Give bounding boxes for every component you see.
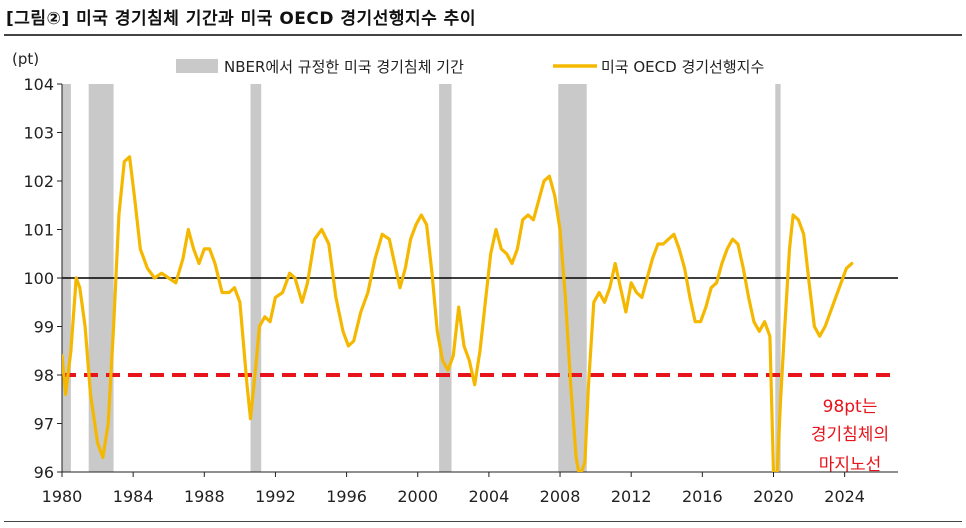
y-tick-label-98: 98 <box>34 366 54 385</box>
y-tick-label-97: 97 <box>34 415 54 434</box>
annotation-line-3: 마지노선 <box>819 455 882 475</box>
legend-series-label: 미국 OECD 경기선행지수 <box>601 58 764 76</box>
y-tick-label-104: 104 <box>23 75 54 94</box>
x-tick-label-2000: 2000 <box>397 487 438 506</box>
annotation-line-2: 경기침체의 <box>811 425 889 445</box>
x-tick-label-2016: 2016 <box>682 487 723 506</box>
x-tick-label-2020: 2020 <box>753 487 794 506</box>
chart-title: [그림②] 미국 경기침체 기간과 미국 OECD 경기선행지수 추이 <box>6 9 476 29</box>
y-tick-label-100: 100 <box>23 269 54 288</box>
x-tick-label-1980: 1980 <box>42 487 83 506</box>
bottom-divider <box>4 521 962 522</box>
x-tick-label-2008: 2008 <box>540 487 581 506</box>
x-tick-label-1984: 1984 <box>113 487 154 506</box>
y-tick-label-101: 101 <box>23 221 54 240</box>
y-tick-label-96: 96 <box>34 463 54 482</box>
x-tick-label-1988: 1988 <box>184 487 225 506</box>
y-tick-label-99: 99 <box>34 318 54 337</box>
x-tick-label-2024: 2024 <box>824 487 865 506</box>
y-tick-label-103: 103 <box>23 124 54 143</box>
y-axis-unit-label: (pt) <box>12 50 39 68</box>
annotation-line-1: 98pt는 <box>823 397 878 417</box>
title-divider <box>4 34 962 36</box>
y-tick-label-102: 102 <box>23 172 54 191</box>
legend-recession-swatch <box>176 59 218 73</box>
x-tick-label-1992: 1992 <box>255 487 296 506</box>
series-line-1 <box>62 155 854 472</box>
x-tick-label-2004: 2004 <box>469 487 510 506</box>
x-tick-label-2012: 2012 <box>611 487 652 506</box>
x-tick-label-1996: 1996 <box>326 487 367 506</box>
legend-recession-label: NBER에서 규정한 미국 경기침체 기간 <box>224 58 464 76</box>
